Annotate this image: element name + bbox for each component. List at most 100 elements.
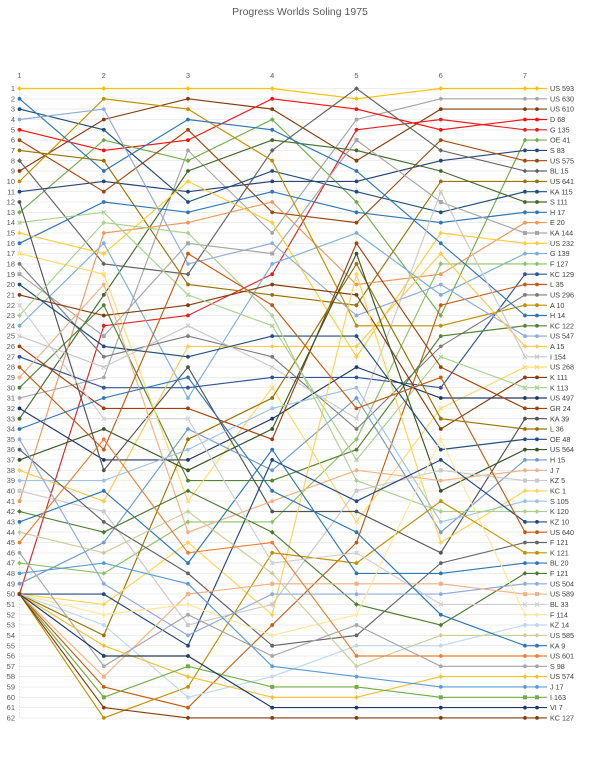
- svg-text:7: 7: [523, 71, 527, 80]
- svg-text:US 589: US 589: [550, 590, 574, 599]
- svg-text:31: 31: [7, 394, 15, 403]
- svg-text:E 20: E 20: [550, 218, 565, 227]
- svg-text:51: 51: [7, 600, 15, 609]
- svg-text:56: 56: [7, 652, 15, 661]
- svg-text:57: 57: [7, 662, 15, 671]
- svg-text:US 268: US 268: [550, 363, 574, 372]
- svg-text:52: 52: [7, 610, 15, 619]
- svg-text:35: 35: [7, 435, 15, 444]
- svg-text:K 113: K 113: [550, 383, 568, 392]
- svg-text:US 296: US 296: [550, 291, 574, 300]
- svg-text:OE 41: OE 41: [550, 136, 570, 145]
- svg-text:6: 6: [11, 136, 15, 145]
- svg-text:US 232: US 232: [550, 239, 574, 248]
- svg-text:F 121: F 121: [550, 569, 568, 578]
- svg-text:1: 1: [17, 71, 21, 80]
- svg-text:F 114: F 114: [550, 610, 568, 619]
- svg-text:21: 21: [7, 291, 15, 300]
- svg-text:US 593: US 593: [550, 84, 574, 93]
- svg-text:25: 25: [7, 332, 15, 341]
- svg-text:54: 54: [7, 631, 15, 640]
- svg-text:S 98: S 98: [550, 662, 565, 671]
- svg-text:3: 3: [186, 71, 190, 80]
- svg-text:49: 49: [7, 579, 15, 588]
- svg-text:8: 8: [11, 156, 15, 165]
- svg-text:37: 37: [7, 456, 15, 465]
- svg-text:29: 29: [7, 373, 15, 382]
- svg-text:US 574: US 574: [550, 672, 574, 681]
- svg-text:50: 50: [7, 590, 15, 599]
- svg-text:5: 5: [11, 125, 15, 134]
- svg-text:53: 53: [7, 621, 15, 630]
- svg-text:KC 129: KC 129: [550, 270, 574, 279]
- svg-text:S 111: S 111: [550, 198, 568, 207]
- svg-text:33: 33: [7, 414, 15, 423]
- svg-text:US 640: US 640: [550, 528, 574, 537]
- svg-text:23: 23: [7, 311, 15, 320]
- svg-text:41: 41: [7, 497, 15, 506]
- svg-text:KC 127: KC 127: [550, 714, 574, 723]
- svg-text:12: 12: [7, 198, 15, 207]
- svg-text:24: 24: [7, 321, 15, 330]
- svg-text:L 35: L 35: [550, 280, 564, 289]
- svg-text:48: 48: [7, 569, 15, 578]
- svg-text:4: 4: [11, 115, 15, 124]
- svg-text:S 105: S 105: [550, 497, 569, 506]
- svg-text:US 610: US 610: [550, 105, 574, 114]
- svg-text:KA 39: KA 39: [550, 414, 569, 423]
- svg-text:US 641: US 641: [550, 177, 574, 186]
- svg-text:VI 7: VI 7: [550, 703, 563, 712]
- svg-text:32: 32: [7, 404, 15, 413]
- svg-text:J 17: J 17: [550, 683, 564, 692]
- svg-text:36: 36: [7, 445, 15, 454]
- svg-text:KC 122: KC 122: [550, 321, 574, 330]
- svg-text:44: 44: [7, 528, 15, 537]
- svg-text:38: 38: [7, 466, 15, 475]
- svg-text:KZ 10: KZ 10: [550, 518, 569, 527]
- svg-text:15: 15: [7, 229, 15, 238]
- svg-text:H 15: H 15: [550, 456, 565, 465]
- svg-text:D 68: D 68: [550, 115, 565, 124]
- svg-text:Progress Worlds Soling 1975: Progress Worlds Soling 1975: [232, 6, 368, 18]
- svg-text:K 120: K 120: [550, 507, 569, 516]
- svg-text:20: 20: [7, 280, 15, 289]
- svg-text:17: 17: [7, 249, 15, 258]
- svg-text:K 111: K 111: [550, 373, 568, 382]
- svg-text:L 36: L 36: [550, 425, 564, 434]
- svg-text:10: 10: [7, 177, 15, 186]
- svg-text:US 547: US 547: [550, 332, 574, 341]
- svg-text:28: 28: [7, 363, 15, 372]
- svg-text:K 121: K 121: [550, 548, 569, 557]
- svg-text:A 10: A 10: [550, 301, 564, 310]
- svg-text:5: 5: [354, 71, 358, 80]
- svg-text:H 14: H 14: [550, 311, 565, 320]
- svg-text:GR 24: GR 24: [550, 404, 571, 413]
- svg-text:KZ 14: KZ 14: [550, 621, 569, 630]
- svg-text:26: 26: [7, 342, 15, 351]
- svg-text:I 154: I 154: [550, 352, 566, 361]
- svg-text:G 139: G 139: [550, 249, 570, 258]
- svg-text:42: 42: [7, 507, 15, 516]
- svg-text:18: 18: [7, 260, 15, 269]
- svg-text:22: 22: [7, 301, 15, 310]
- svg-text:3: 3: [11, 105, 15, 114]
- svg-text:J 7: J 7: [550, 466, 560, 475]
- svg-text:F 127: F 127: [550, 260, 568, 269]
- svg-text:34: 34: [7, 425, 15, 434]
- svg-text:US 504: US 504: [550, 579, 574, 588]
- svg-text:KC 1: KC 1: [550, 487, 566, 496]
- svg-text:39: 39: [7, 476, 15, 485]
- svg-text:61: 61: [7, 703, 15, 712]
- svg-text:G 135: G 135: [550, 125, 570, 134]
- svg-text:KA 144: KA 144: [550, 229, 573, 238]
- svg-text:F 121: F 121: [550, 538, 568, 547]
- svg-text:BL 15: BL 15: [550, 167, 569, 176]
- svg-text:US 601: US 601: [550, 652, 574, 661]
- svg-text:58: 58: [7, 672, 15, 681]
- svg-text:19: 19: [7, 270, 15, 279]
- svg-text:BL 33: BL 33: [550, 600, 569, 609]
- svg-text:60: 60: [7, 693, 15, 702]
- svg-text:11: 11: [7, 187, 15, 196]
- svg-text:KA 9: KA 9: [550, 641, 565, 650]
- svg-text:BL 20: BL 20: [550, 559, 569, 568]
